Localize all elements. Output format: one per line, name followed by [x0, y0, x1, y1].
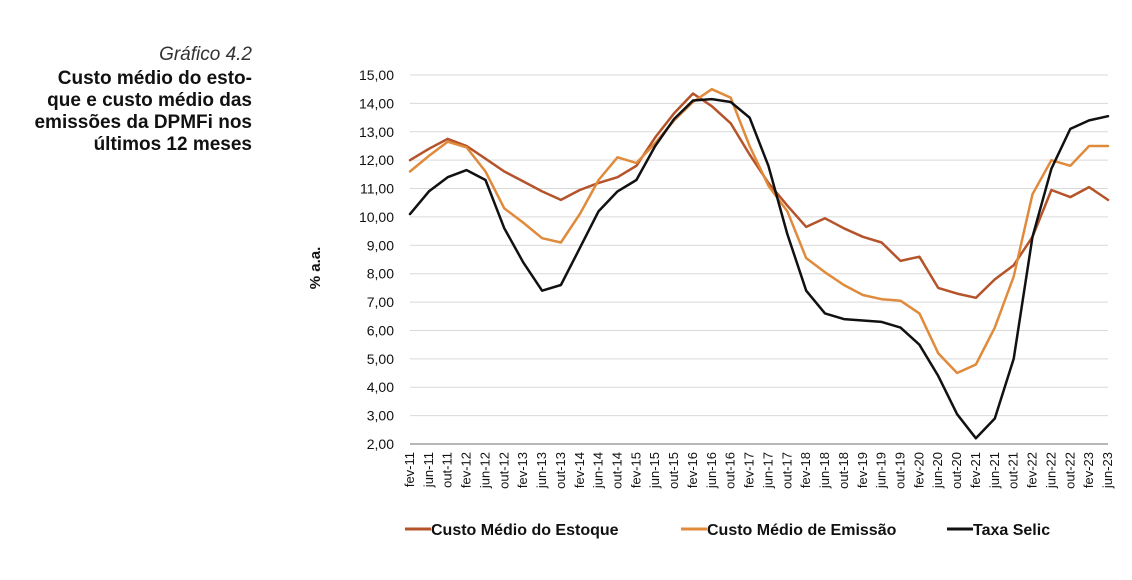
legend-label: Custo Médio de Emissão [707, 522, 897, 539]
x-tick-label: out-17 [779, 452, 794, 489]
y-tick-label: 11,00 [360, 181, 394, 197]
y-tick-label: 15,00 [359, 67, 394, 83]
y-tick-label: 10,00 [359, 209, 394, 225]
x-tick-label: out-15 [666, 452, 681, 489]
y-tick-label: 3,00 [367, 408, 394, 424]
grid-lines [410, 74, 1108, 417]
x-tick-label: fev-15 [628, 452, 643, 488]
y-tick-label: 7,00 [367, 294, 394, 310]
chart-caption: Gráfico 4.2 Custo médio do esto- que e c… [0, 44, 252, 156]
legend-item: Custo Médio do Estoque [405, 522, 619, 539]
x-tick-label: fev-11 [402, 452, 417, 487]
legend: Custo Médio do Estoque Custo Médio de Emi… [405, 522, 1050, 539]
x-tick-label: out-11 [440, 452, 455, 488]
x-tick-label: jun-22 [1043, 452, 1058, 489]
y-axis-label: % a.a. [307, 247, 324, 290]
y-axis-tick-labels: 2,00 3,00 4,00 5,00 6,00 7,00 8,00 9,00 10,00 11,… [359, 67, 394, 452]
series-line-2 [408, 87, 1110, 375]
x-tick-label: jun-11 [421, 452, 436, 488]
x-tick-label: jun-21 [987, 452, 1002, 489]
x-axis-tick-labels: fev-11 jun-11 out-11 fev-12 jun-12 out-12 fev-… [402, 452, 1115, 489]
x-tick-label: out-21 [1006, 452, 1021, 489]
x-tick-label: fev-19 [855, 452, 870, 488]
x-tick-label: fev-22 [1025, 452, 1040, 488]
x-tick-label: fev-18 [798, 452, 813, 488]
x-tick-label: out-19 [892, 452, 907, 489]
legend-item: Custo Médio de Emissão [681, 522, 897, 539]
x-tick-label: fev-14 [572, 452, 587, 488]
y-tick-label: 2,00 [367, 436, 394, 452]
legend-label: Taxa Selic [973, 522, 1050, 539]
legend-label: Custo Médio do Estoque [431, 522, 619, 539]
x-tick-label: out-20 [949, 452, 964, 489]
x-tick-label: fev-21 [968, 452, 983, 488]
x-tick-label: jun-20 [930, 452, 945, 489]
y-tick-label: 14,00 [359, 95, 394, 111]
x-tick-label: fev-17 [742, 452, 757, 488]
y-tick-label: 6,00 [367, 322, 394, 338]
x-tick-label: fev-13 [515, 452, 530, 488]
x-tick-label: fev-23 [1081, 452, 1096, 488]
series-line-1 [408, 92, 1110, 300]
y-tick-label: 5,00 [367, 351, 394, 367]
y-tick-label: 9,00 [367, 237, 394, 253]
x-tick-label: out-13 [553, 452, 568, 489]
y-tick-label: 12,00 [359, 152, 394, 168]
chart-number: Gráfico 4.2 [159, 44, 252, 65]
series-lines [408, 87, 1110, 440]
y-tick-label: 13,00 [359, 124, 394, 140]
x-tick-label: jun-19 [874, 452, 889, 489]
x-tick-label: jun-18 [817, 452, 832, 489]
x-tick-label: fev-16 [685, 452, 700, 488]
legend-item: Taxa Selic [947, 522, 1050, 539]
x-tick-label: out-14 [610, 452, 625, 489]
y-tick-label: 8,00 [367, 266, 394, 282]
x-tick-label: jun-17 [760, 452, 775, 489]
x-tick-label: fev-12 [459, 452, 474, 488]
x-tick-label: out-16 [723, 452, 738, 489]
series-line-3 [408, 97, 1110, 440]
x-tick-label: jun-16 [704, 452, 719, 489]
x-tick-label: out-12 [496, 452, 511, 489]
x-tick-label: out-18 [836, 452, 851, 489]
x-tick-label: jun-15 [647, 452, 662, 489]
x-tick-label: out-22 [1062, 452, 1077, 489]
x-tick-label: jun-23 [1100, 452, 1115, 489]
x-tick-label: jun-13 [534, 452, 549, 489]
x-tick-label: fev-20 [911, 452, 926, 488]
chart-title: Custo médio do esto- que e custo médio d… [34, 68, 252, 155]
x-tick-label: jun-12 [477, 452, 492, 489]
y-tick-label: 4,00 [367, 379, 394, 395]
x-tick-label: jun-14 [591, 452, 606, 489]
